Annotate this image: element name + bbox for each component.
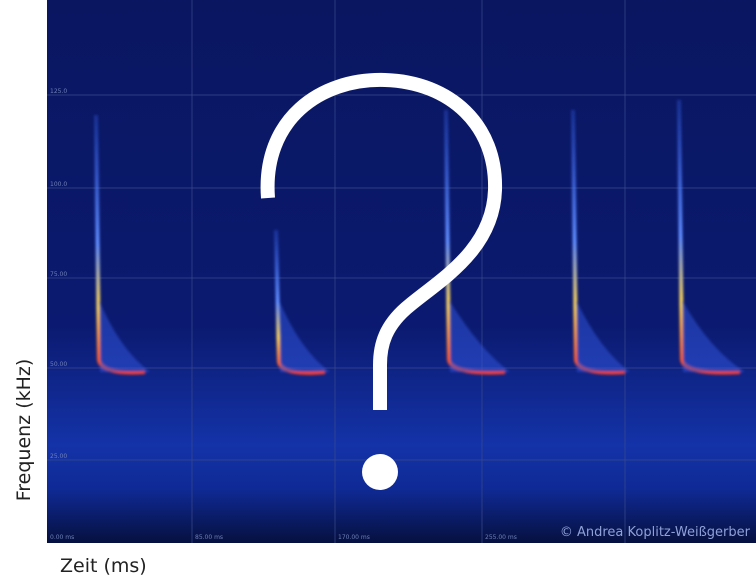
y-axis-label: Frequenz (kHz) xyxy=(13,359,35,502)
bat-calls xyxy=(94,99,745,375)
question-mark xyxy=(260,72,503,410)
grid xyxy=(47,0,756,543)
spectrogram-background xyxy=(47,0,756,543)
frequency-tick-label: 25.00 xyxy=(50,453,67,460)
frequency-tick-label: 100.0 xyxy=(50,181,67,188)
time-tick-label: 255.00 ms xyxy=(485,534,517,541)
time-ticks: 0.00 ms 85.00 ms 170.00 ms 255.00 ms xyxy=(50,534,517,541)
frequency-tick-label: 125.0 xyxy=(50,88,67,95)
time-tick-label: 85.00 ms xyxy=(195,534,223,541)
question-mark-dot xyxy=(362,454,398,490)
call xyxy=(94,114,150,375)
time-tick-label: 0.00 ms xyxy=(50,534,74,541)
frequency-tick-label: 50.00 xyxy=(50,361,67,368)
call xyxy=(571,109,630,375)
call xyxy=(677,99,745,375)
copyright: © Andrea Koplitz-Weißgerber xyxy=(560,525,751,540)
x-axis-label: Zeit (ms) xyxy=(60,555,147,577)
call xyxy=(274,229,330,375)
frequency-ticks: 125.0 100.0 75.00 50.00 25.00 xyxy=(50,88,67,460)
call xyxy=(444,109,510,375)
time-tick-label: 170.00 ms xyxy=(338,534,370,541)
spectrogram: 125.0 100.0 75.00 50.00 25.00 0.00 ms 85.00 m… xyxy=(47,0,756,543)
frequency-tick-label: 75.00 xyxy=(50,271,67,278)
